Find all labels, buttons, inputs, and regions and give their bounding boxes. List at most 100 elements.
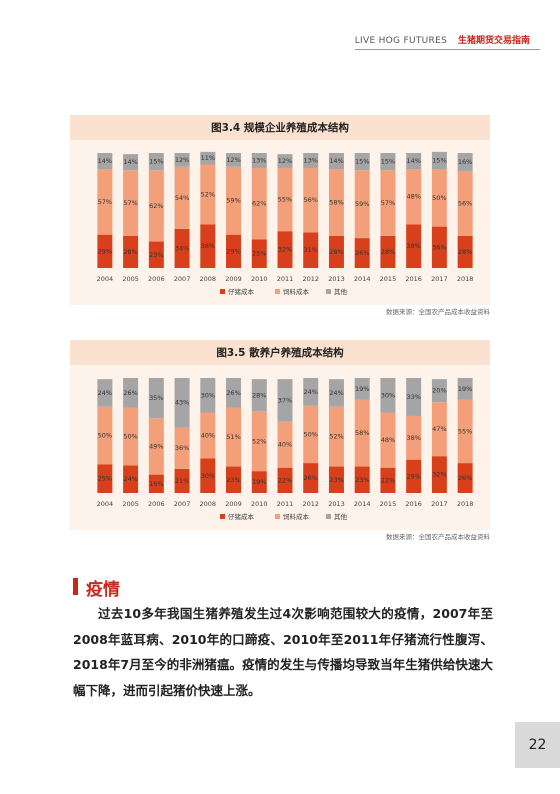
bar-segment bbox=[457, 378, 473, 400]
bar-segment bbox=[303, 378, 319, 406]
chart-source: 数据来源：全国农产品成本收益资料 bbox=[386, 308, 490, 316]
data-label: 28% bbox=[458, 248, 472, 256]
data-label: 56% bbox=[458, 200, 472, 208]
bar-segment bbox=[328, 406, 344, 467]
section-marker bbox=[73, 578, 78, 595]
data-label: 62% bbox=[252, 200, 266, 208]
data-label: 30% bbox=[201, 391, 215, 399]
header: LIVE HOG FUTURES 生猪期货交易指南 bbox=[355, 33, 530, 46]
x-tick-label: 2007 bbox=[174, 500, 191, 508]
data-label: 24% bbox=[123, 475, 137, 483]
bar-segment bbox=[406, 169, 422, 225]
data-label: 15% bbox=[432, 156, 446, 164]
data-label: 24% bbox=[304, 388, 318, 396]
bar-segment bbox=[303, 232, 319, 268]
bar-segment bbox=[200, 458, 216, 493]
bar-segment bbox=[380, 235, 396, 268]
data-label: 28% bbox=[123, 248, 137, 256]
data-label: 58% bbox=[355, 429, 369, 437]
data-label: 30% bbox=[381, 391, 395, 399]
x-tick-label: 2006 bbox=[148, 500, 165, 508]
legend-swatch bbox=[326, 289, 331, 294]
bar-segment bbox=[457, 153, 473, 172]
x-tick-label: 2015 bbox=[380, 500, 397, 508]
bar-segment bbox=[277, 167, 293, 232]
data-label: 50% bbox=[123, 433, 137, 441]
header-title-en: LIVE HOG FUTURES bbox=[354, 36, 448, 46]
bar-segment bbox=[200, 378, 216, 413]
data-label: 12% bbox=[226, 156, 240, 164]
legend-label: 仔猪成本 bbox=[228, 287, 255, 296]
data-label: 52% bbox=[252, 437, 266, 445]
data-label: 13% bbox=[304, 156, 318, 164]
section-heading: 疫情 bbox=[86, 580, 120, 600]
x-tick-label: 2010 bbox=[251, 275, 268, 283]
x-tick-label: 2005 bbox=[122, 500, 139, 508]
bar-segment bbox=[431, 226, 447, 268]
bar-segment bbox=[123, 378, 139, 408]
bar-segment bbox=[431, 456, 447, 493]
bar-segment bbox=[328, 379, 344, 407]
data-label: 29% bbox=[406, 472, 420, 480]
data-label: 23% bbox=[226, 476, 240, 484]
data-label: 57% bbox=[123, 199, 137, 207]
bar-segment bbox=[174, 166, 190, 229]
legend-swatch bbox=[275, 514, 280, 519]
data-label: 36% bbox=[432, 243, 446, 251]
x-tick-label: 2005 bbox=[122, 275, 139, 283]
bar-segment bbox=[123, 154, 139, 171]
bar-segment bbox=[380, 378, 396, 413]
legend-label: 其他 bbox=[334, 287, 348, 296]
x-tick-label: 2008 bbox=[200, 500, 217, 508]
header-title-cn: 生猪期货交易指南 bbox=[457, 36, 530, 46]
data-label: 21% bbox=[175, 477, 189, 485]
data-label: 26% bbox=[123, 389, 137, 397]
chart: 图3.4 规模企业养殖成本结构 29% 57% 14% 2004 28% 57% 14% 200… bbox=[70, 115, 490, 305]
header-rule bbox=[355, 49, 540, 50]
bar-segment bbox=[328, 169, 344, 236]
data-label: 40% bbox=[201, 432, 215, 440]
x-tick-label: 2018 bbox=[457, 500, 474, 508]
data-label: 19% bbox=[252, 478, 266, 486]
bar-segment bbox=[148, 418, 164, 475]
data-label: 22% bbox=[381, 476, 395, 484]
x-tick-label: 2006 bbox=[148, 275, 165, 283]
bar-segment bbox=[303, 405, 319, 464]
bar-segment bbox=[354, 238, 370, 268]
bar-segment bbox=[380, 412, 396, 468]
bar-segment bbox=[277, 154, 293, 168]
data-label: 28% bbox=[381, 248, 395, 256]
bar-segment bbox=[97, 379, 113, 407]
legend-label: 其他 bbox=[334, 512, 348, 521]
legend-label: 饲料成本 bbox=[283, 287, 310, 296]
bar-segment bbox=[251, 153, 267, 168]
x-tick-label: 2011 bbox=[277, 500, 294, 508]
x-tick-label: 2007 bbox=[174, 275, 191, 283]
bar-segment bbox=[354, 378, 370, 400]
data-label: 59% bbox=[355, 200, 369, 208]
legend-swatch bbox=[220, 289, 225, 294]
data-label: 38% bbox=[406, 242, 420, 250]
bar-segment bbox=[406, 415, 422, 460]
bar-segment bbox=[251, 411, 267, 472]
bar-segment bbox=[251, 379, 267, 412]
legend-label: 饲料成本 bbox=[283, 512, 310, 521]
data-label: 14% bbox=[98, 157, 112, 165]
bar-segment bbox=[200, 151, 216, 165]
data-label: 15% bbox=[355, 158, 369, 166]
bar-segment bbox=[97, 153, 113, 170]
chart-source: 数据来源：全国农产品成本收益资料 bbox=[386, 533, 490, 541]
x-tick-label: 2009 bbox=[225, 500, 242, 508]
data-label: 22% bbox=[278, 476, 292, 484]
data-label: 19% bbox=[355, 385, 369, 393]
data-label: 54% bbox=[175, 194, 189, 202]
bar-segment bbox=[354, 399, 370, 467]
data-label: 52% bbox=[329, 433, 343, 441]
data-label: 38% bbox=[406, 434, 420, 442]
x-tick-label: 2017 bbox=[431, 275, 448, 283]
data-label: 50% bbox=[98, 432, 112, 440]
x-tick-label: 2014 bbox=[354, 275, 371, 283]
bar-segment bbox=[354, 466, 370, 493]
data-label: 50% bbox=[304, 430, 318, 438]
chart-title: 图3.5 散养户养殖成本结构 bbox=[216, 346, 344, 359]
